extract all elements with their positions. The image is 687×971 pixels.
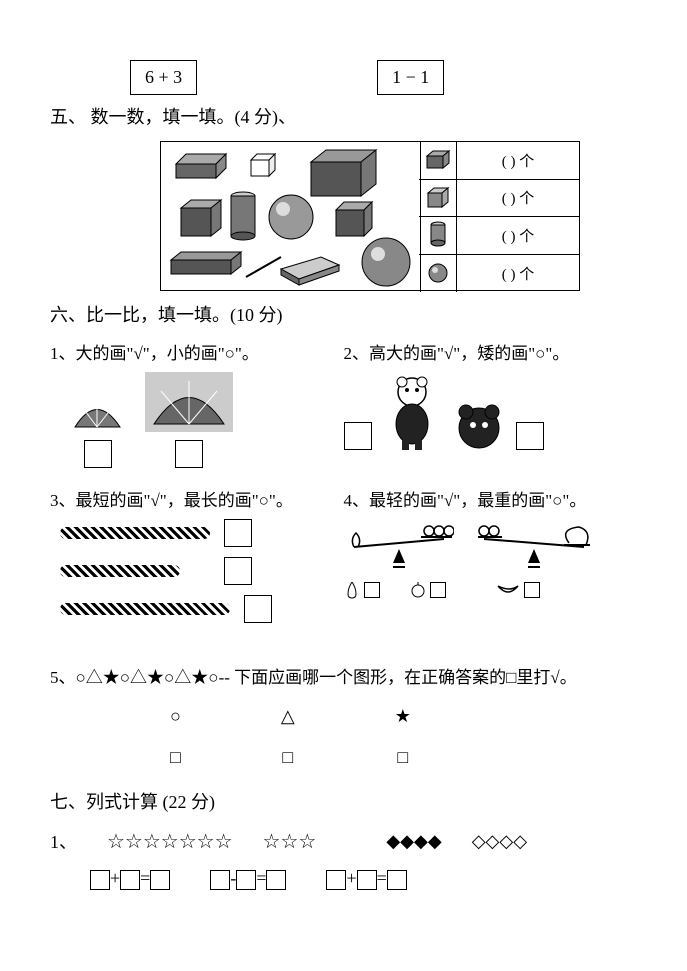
q5-row-cuboid: ( ) 个 <box>419 142 579 180</box>
rope-medium-icon <box>60 527 210 539</box>
q6-item-3: 3、最短的画"√"，最长的画"○"。 <box>50 486 344 633</box>
q5-count-cuboid[interactable]: ( ) 个 <box>457 150 579 171</box>
stars-group-2: ☆☆☆ <box>263 829 317 854</box>
q6-q4-box-apple[interactable] <box>430 582 446 598</box>
q5-count-cylinder[interactable]: ( ) 个 <box>457 225 579 246</box>
q6-q4-label: 4、最轻的画"√"，最重的画"○"。 <box>344 486 638 511</box>
q6-q3-label: 3、最短的画"√"，最长的画"○"。 <box>50 486 344 511</box>
fan-large-icon <box>149 376 229 428</box>
circle-symbol: ○ <box>170 706 181 727</box>
pattern-option-circle: ○ □ <box>170 706 181 768</box>
q6-q4-content <box>344 519 638 600</box>
q6-q3-box-a[interactable] <box>224 519 252 547</box>
balance-left-icon <box>344 519 454 574</box>
q6-item-1: 1、大的画"√"，小的画"○"。 <box>50 339 344 468</box>
equation-1[interactable]: += <box>90 868 170 890</box>
top-expression-row: 6 + 3 1 − 1 <box>130 60 637 95</box>
q6-q2-box-b[interactable] <box>516 422 544 450</box>
q5-shapes-figure: ( ) 个 ( ) 个 ( ) 个 ( ) 个 <box>160 141 580 291</box>
q5-count-cube[interactable]: ( ) 个 <box>457 187 579 208</box>
q6-q5-label: 5、○△★○△★○△★○-- 下面应画哪一个图形，在正确答案的□里打√。 <box>50 663 637 688</box>
section5-heading: 五、 数一数，填一填。(4 分)、 <box>50 103 637 129</box>
section7-heading: 七、列式计算 (22 分) <box>50 788 637 814</box>
q5-shapes-panel <box>161 142 421 292</box>
q6-q2-box-a[interactable] <box>344 422 372 450</box>
q7-row-symbols: 1、 ☆☆☆☆☆☆☆ ☆☆☆ ◆◆◆◆ ◇◇◇◇ <box>50 828 637 854</box>
pattern-option-triangle: △ □ <box>281 706 295 768</box>
option-box-b[interactable]: □ <box>282 747 293 768</box>
pattern-option-star: ★ □ <box>395 706 411 768</box>
option-box-c[interactable]: □ <box>397 747 408 768</box>
q6-item-2: 2、高大的画"√"，矮的画"○"。 <box>344 339 638 468</box>
q6-item-4: 4、最轻的画"√"，最重的画"○"。 <box>344 486 638 633</box>
section6-heading: 六、比一比，填一填。(10 分) <box>50 301 637 327</box>
rope-row-1 <box>60 519 344 547</box>
fan-small-icon <box>70 392 125 432</box>
expression-box-right: 1 − 1 <box>377 60 444 95</box>
rope-row-3 <box>60 595 344 623</box>
pear-icon <box>344 580 360 600</box>
rope-short-icon <box>60 565 180 577</box>
diamonds-outline: ◇◇◇◇ <box>472 831 527 852</box>
q5-count-sphere[interactable]: ( ) 个 <box>457 263 579 284</box>
q6-grid: 1、大的画"√"，小的画"○"。 <box>50 339 637 651</box>
star-symbol: ★ <box>395 706 411 727</box>
banana-icon <box>496 582 520 598</box>
cylinder-icon <box>419 217 457 254</box>
equation-2[interactable]: -= <box>210 868 286 890</box>
tiger-icon <box>382 374 442 452</box>
q6-q1-box-a[interactable] <box>84 440 112 468</box>
q5-row-cylinder: ( ) 个 <box>419 217 579 255</box>
sphere-icon <box>419 255 457 293</box>
q6-q1-box-b[interactable] <box>175 440 203 468</box>
cube-icon <box>419 180 457 217</box>
cuboid-icon <box>419 142 457 179</box>
rope-row-2 <box>60 557 344 585</box>
q6-q1-content <box>50 372 344 468</box>
q6-q4-box-pear[interactable] <box>364 582 380 598</box>
q5-row-cube: ( ) 个 <box>419 180 579 218</box>
bear-icon <box>452 398 506 452</box>
balance-right-icon <box>474 519 594 574</box>
triangle-symbol: △ <box>281 706 295 727</box>
expression-box-left: 6 + 3 <box>130 60 197 95</box>
q6-q2-content <box>344 372 638 452</box>
q5-row-sphere: ( ) 个 <box>419 255 579 293</box>
q6-q1-label: 1、大的画"√"，小的画"○"。 <box>50 339 344 364</box>
q7-row-equations: += -= += <box>90 868 637 890</box>
q6-q3-box-c[interactable] <box>244 595 272 623</box>
equation-3[interactable]: += <box>326 868 406 890</box>
rope-long-icon <box>60 603 230 615</box>
q5-count-table: ( ) 个 ( ) 个 ( ) 个 ( ) 个 <box>419 142 579 292</box>
pattern-options: ○ □ △ □ ★ □ <box>170 706 637 768</box>
q6-q2-label: 2、高大的画"√"，矮的画"○"。 <box>344 339 638 364</box>
option-box-a[interactable]: □ <box>170 747 181 768</box>
q7-q1-label: 1、 <box>50 828 77 854</box>
stars-group-1: ☆☆☆☆☆☆☆ <box>107 829 233 854</box>
q6-q4-box-banana[interactable] <box>524 582 540 598</box>
q6-q3-content <box>60 519 344 623</box>
apple-icon <box>410 582 426 598</box>
diamonds-filled: ◆◆◆◆ <box>386 831 441 852</box>
q6-q3-box-b[interactable] <box>224 557 252 585</box>
